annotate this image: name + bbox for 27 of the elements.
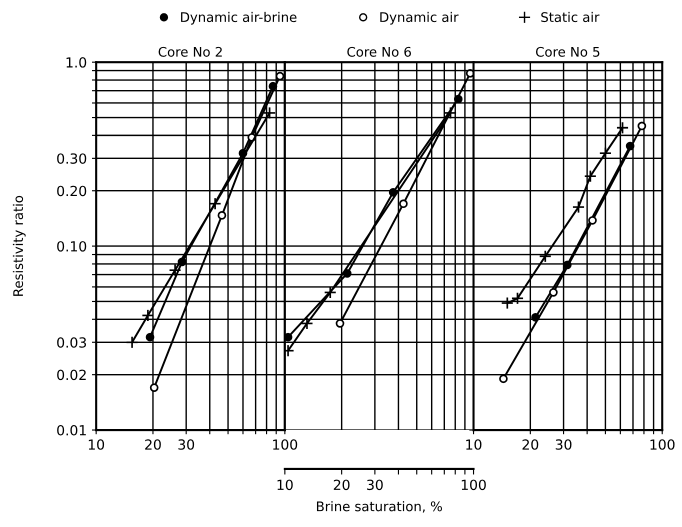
x-tick-label: 100 <box>462 480 486 490</box>
legend-label: Dynamic air <box>380 12 459 25</box>
chart-title: Core No 2 <box>158 46 222 57</box>
x-tick-label: 10 <box>88 439 104 450</box>
y-tick-label: 0.10 <box>57 241 86 252</box>
x-axis-title: Brine saturation, % <box>316 501 442 513</box>
x-tick-label: 100 <box>650 439 675 450</box>
x-tick-label: 20 <box>334 480 350 490</box>
y-tick-label: 0.01 <box>57 425 86 436</box>
y-tick-label: 0.03 <box>57 337 86 348</box>
y-tick-label: 0.30 <box>57 153 86 164</box>
x-tick-label: 10 <box>466 439 482 450</box>
legend-label: Dynamic air-brine <box>181 12 296 25</box>
y-tick-label: 1.0 <box>66 57 86 68</box>
x-tick-label: 30 <box>367 480 383 490</box>
x-tick-label: 30 <box>556 439 572 450</box>
y-axis-title: Resistivity ratio <box>12 196 26 296</box>
legend-label: Static air <box>541 12 600 22</box>
x-tick-label: 30 <box>178 439 194 450</box>
x-tick-label: 20 <box>522 439 538 450</box>
x-tick-label: 20 <box>145 439 161 450</box>
y-tick-label: 0.02 <box>57 370 86 380</box>
chart-title: Core No 6 <box>347 46 411 57</box>
x-tick-label: 100 <box>273 439 298 450</box>
chart-title: Core No 5 <box>536 46 600 57</box>
y-tick-label: 0.20 <box>57 186 86 196</box>
x-tick-label: 10 <box>278 480 293 490</box>
